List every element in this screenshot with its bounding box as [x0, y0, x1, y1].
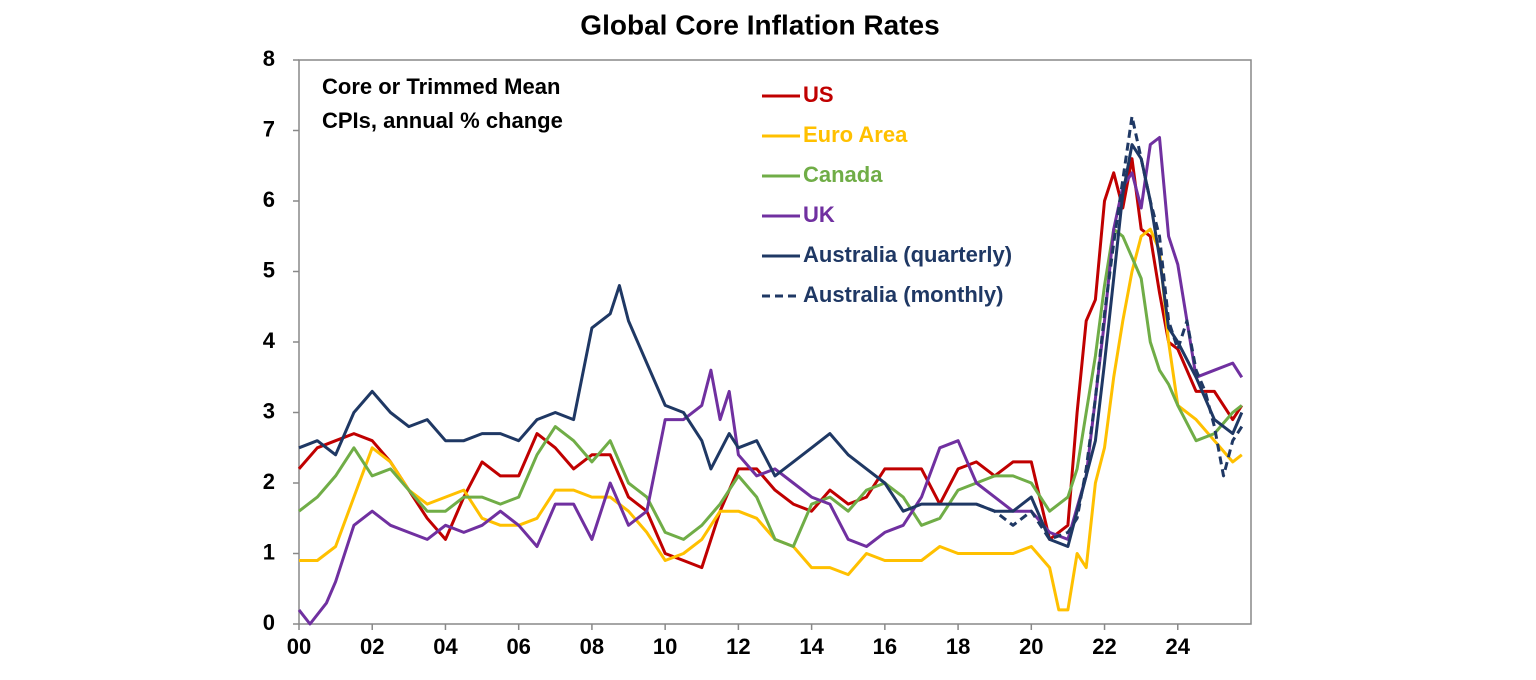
legend-label: Australia (monthly) [803, 282, 1003, 307]
y-tick-label: 7 [263, 116, 275, 141]
x-tick-label: 24 [1166, 634, 1191, 659]
y-tick-label: 0 [263, 610, 275, 635]
series-line [299, 227, 1243, 612]
y-tick-label: 6 [263, 187, 275, 212]
x-tick-label: 02 [360, 634, 384, 659]
legend-label: US [803, 82, 834, 107]
y-tick-label: 2 [263, 469, 275, 494]
x-tick-label: 22 [1092, 634, 1116, 659]
x-tick-label: 16 [873, 634, 897, 659]
annotation: Core or Trimmed Mean [322, 74, 560, 99]
y-tick-label: 3 [263, 398, 275, 423]
series-line [297, 157, 1244, 570]
series-line [298, 227, 1243, 548]
legend-label: Euro Area [803, 122, 908, 147]
y-tick-label: 4 [263, 328, 276, 353]
x-tick-label: 04 [433, 634, 458, 659]
x-tick-label: 00 [287, 634, 311, 659]
x-tick-label: 10 [653, 634, 677, 659]
series-line [297, 136, 1244, 626]
y-tick-label: 1 [263, 539, 275, 564]
legend-label: Canada [803, 162, 883, 187]
x-tick-label: 08 [580, 634, 604, 659]
x-tick-label: 14 [799, 634, 824, 659]
y-tick-label: 8 [263, 46, 275, 71]
x-tick-label: 18 [946, 634, 970, 659]
series-line [298, 143, 1244, 548]
y-tick-label: 5 [263, 257, 275, 282]
legend-label: UK [803, 202, 835, 227]
legend-label: Australia (quarterly) [803, 242, 1012, 267]
annotation: CPIs, annual % change [322, 108, 563, 133]
chart-title: Global Core Inflation Rates [580, 9, 939, 40]
x-tick-label: 12 [726, 634, 750, 659]
x-tick-label: 06 [506, 634, 530, 659]
x-tick-label: 20 [1019, 634, 1043, 659]
